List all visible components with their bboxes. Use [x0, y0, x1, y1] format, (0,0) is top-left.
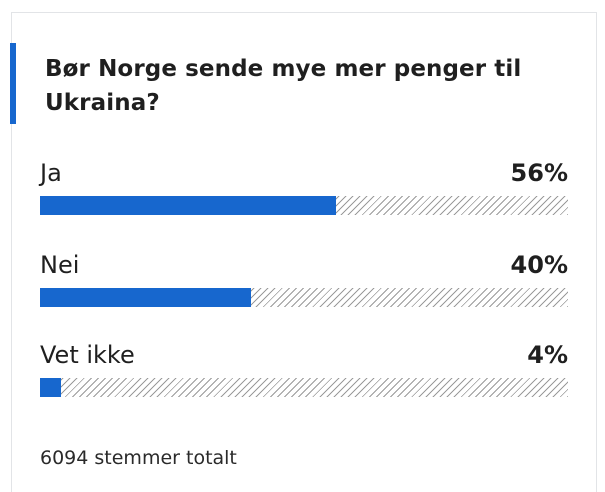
result-bar-fill — [40, 288, 252, 307]
total-votes: 6094 stemmer totalt — [40, 447, 237, 469]
poll-question: Bør Norge sende mye mer penger til Ukrai… — [45, 56, 522, 116]
result-bar-track — [40, 196, 568, 215]
accent-bar — [10, 43, 16, 124]
option-percent: 40% — [510, 251, 568, 279]
poll-card: Bør Norge sende mye mer penger til Ukrai… — [10, 12, 597, 492]
option-label: Nei — [40, 251, 80, 279]
option-percent: 4% — [527, 341, 568, 369]
result-bar-fill — [40, 196, 336, 215]
option-label: Vet ikke — [40, 341, 135, 369]
option-percent: 56% — [510, 159, 568, 187]
result-bar-track — [40, 288, 568, 307]
result-bar-fill — [40, 378, 62, 397]
result-bar-track — [40, 378, 568, 397]
option-label: Ja — [40, 159, 62, 187]
